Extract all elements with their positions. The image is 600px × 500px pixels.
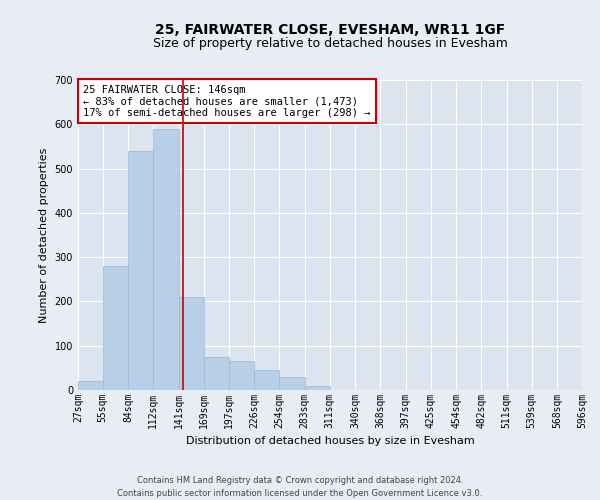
X-axis label: Distribution of detached houses by size in Evesham: Distribution of detached houses by size …: [185, 436, 475, 446]
Bar: [153, 128, 179, 390]
Bar: [78, 381, 103, 390]
Bar: [229, 361, 254, 390]
Bar: [103, 266, 128, 390]
Text: Size of property relative to detached houses in Evesham: Size of property relative to detached ho…: [152, 38, 508, 51]
Text: 25, FAIRWATER CLOSE, EVESHAM, WR11 1GF: 25, FAIRWATER CLOSE, EVESHAM, WR11 1GF: [155, 22, 505, 36]
Bar: [128, 151, 153, 390]
Bar: [305, 386, 329, 390]
Bar: [254, 370, 279, 390]
Y-axis label: Number of detached properties: Number of detached properties: [39, 148, 49, 322]
Text: 25 FAIRWATER CLOSE: 146sqm
← 83% of detached houses are smaller (1,473)
17% of s: 25 FAIRWATER CLOSE: 146sqm ← 83% of deta…: [83, 84, 371, 118]
Text: Contains HM Land Registry data © Crown copyright and database right 2024.
Contai: Contains HM Land Registry data © Crown c…: [118, 476, 482, 498]
Bar: [279, 376, 305, 390]
Bar: [179, 297, 204, 390]
Bar: [204, 357, 229, 390]
